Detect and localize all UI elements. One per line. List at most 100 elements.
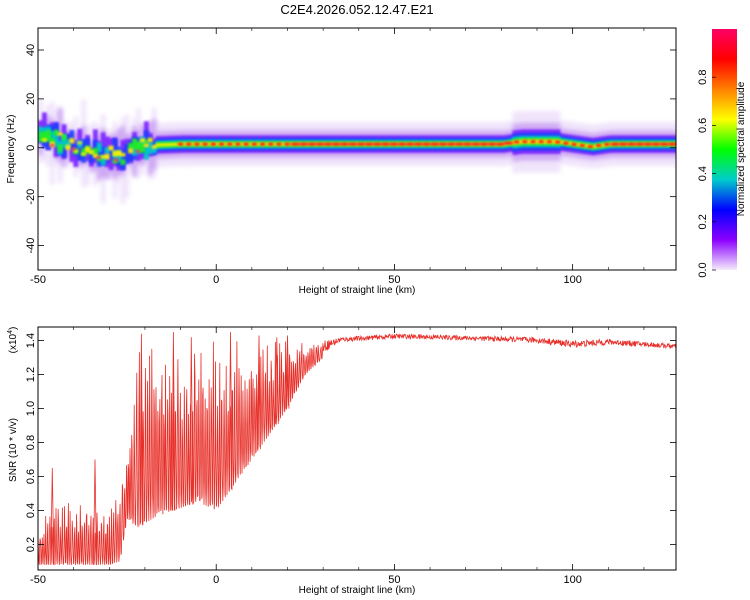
spectrogram-peak — [226, 142, 233, 146]
spectrogram-peak — [618, 142, 629, 146]
spectrogram-cell — [92, 153, 98, 158]
spectrogram-peak — [454, 142, 465, 146]
spectrogram-peak — [314, 142, 325, 146]
spectrogram-peak — [562, 141, 569, 145]
spectrogram-cell — [88, 123, 94, 167]
spectrogram-peak — [177, 142, 184, 146]
spectrogram-peak — [71, 147, 76, 151]
colorbar-tick-label: 0.8 — [697, 70, 709, 85]
spectrogram-peak — [396, 142, 407, 146]
spectrogram-peak — [323, 142, 334, 146]
snr-panel: -50 0 50 100 0.2 0.4 0.6 0.8 1.0 1.2 1.4 Height of… — [7, 326, 677, 596]
snr-y-tick-label: 1.0 — [25, 401, 37, 416]
spectrogram-cell — [65, 139, 71, 149]
snr-peak-point — [257, 335, 261, 450]
spectrogram-peak — [251, 142, 258, 146]
spectrogram-peak — [554, 140, 561, 144]
spectrogram-y-tick-label: -20 — [25, 189, 37, 205]
spectrogram-cell — [143, 143, 149, 148]
spectrogram-cell — [128, 148, 134, 154]
spectrogram-peak — [347, 142, 358, 146]
spectrogram-peak — [234, 142, 241, 146]
spectrogram-peak — [634, 142, 645, 146]
snr-peak-point — [228, 332, 233, 491]
spectrogram-cell — [151, 146, 157, 154]
spectrogram-peak — [470, 142, 481, 146]
spectrogram-peak — [462, 142, 473, 146]
spectrogram-peak — [421, 142, 432, 146]
spectrogram-cell — [281, 142, 287, 146]
spectrogram-cell — [116, 151, 122, 162]
snr-peak-point — [93, 459, 97, 565]
spectrogram-cell — [104, 147, 110, 154]
spectrogram-cell — [163, 143, 169, 147]
spectrogram-cell — [183, 142, 189, 146]
spectrogram-cell — [92, 147, 98, 156]
spectrogram-peak — [218, 142, 225, 146]
spectrogram-cell — [38, 126, 43, 133]
spectrogram-peak — [259, 142, 266, 146]
spectrogram-y-axis-title: Frequency (Hz) — [6, 115, 17, 184]
spectrogram-peak — [185, 142, 192, 146]
spectrogram-x-tick-label: 0 — [213, 274, 219, 286]
spectrogram-cell — [147, 137, 153, 143]
spectrogram-cell — [551, 139, 557, 144]
spectrogram-cell — [206, 142, 212, 146]
spectrogram-cell — [132, 138, 138, 149]
spectrogram-peak — [405, 142, 416, 146]
spectrogram-peak — [603, 142, 610, 146]
spectrogram-cell — [143, 145, 149, 160]
spectrogram-cell — [128, 143, 134, 150]
spectrogram-cell — [543, 139, 549, 144]
colorbar-tick-label: 0.4 — [697, 166, 709, 181]
spectrogram-cell — [167, 143, 173, 147]
spectrogram-cell — [100, 155, 106, 166]
spectrogram-peak — [50, 143, 55, 147]
spectrogram-cell — [147, 142, 153, 154]
snr-multiplier-label: (x104) — [7, 327, 19, 354]
spectrogram-peak — [202, 142, 209, 146]
spectrogram-peak — [290, 142, 301, 146]
spectrogram-cell — [151, 145, 157, 149]
spectrogram-peak — [413, 142, 424, 146]
snr-peak-point — [189, 337, 194, 505]
spectrogram-cell — [57, 144, 63, 152]
spectrogram-peak — [659, 142, 670, 146]
spectrogram-peak — [446, 142, 457, 146]
spectrogram-cell — [155, 143, 161, 147]
spectrogram-y-tick-label: 0 — [25, 145, 37, 151]
snr-y-tick-label: 0.2 — [25, 537, 37, 552]
spectrogram-cell — [69, 139, 75, 162]
spectrogram-cell — [85, 146, 91, 153]
spectrogram-cell — [96, 142, 102, 153]
spectrogram-cell — [112, 150, 118, 157]
spectrogram-cell — [112, 138, 118, 158]
colorbar-title: Normalized spectral amplitude — [736, 81, 747, 216]
spectrogram-peak — [372, 142, 383, 146]
spectrogram-cell — [159, 143, 165, 147]
snr-peak-point — [50, 467, 55, 565]
spectrogram-cell — [38, 131, 43, 142]
spectrogram-cell — [120, 159, 126, 165]
spectrogram-cell — [88, 150, 94, 155]
spectrogram-cell — [190, 142, 196, 146]
colorbar-gradient — [712, 29, 737, 270]
spectrogram-cell — [112, 159, 118, 164]
spectrogram-cell — [139, 143, 145, 153]
spectrogram-cell — [61, 141, 67, 158]
spectrogram-x-tick-label: 50 — [388, 274, 400, 286]
spectrogram-peak — [364, 142, 375, 146]
spectrogram-peak — [298, 142, 309, 146]
spectrogram-cell — [77, 148, 83, 161]
spectrogram-cell — [567, 141, 573, 145]
spectrogram-peak — [595, 143, 602, 148]
spectrogram-peak — [306, 142, 317, 146]
spectrogram-peak — [339, 142, 350, 146]
spectrogram-cell — [88, 150, 94, 164]
snr-peak-point — [139, 333, 144, 526]
spectrogram-cell — [65, 144, 71, 151]
spectrogram-cell — [53, 129, 59, 136]
spectrogram-cell — [582, 144, 588, 147]
spectrogram-peak — [355, 142, 366, 146]
snr-peak-point — [274, 337, 279, 424]
